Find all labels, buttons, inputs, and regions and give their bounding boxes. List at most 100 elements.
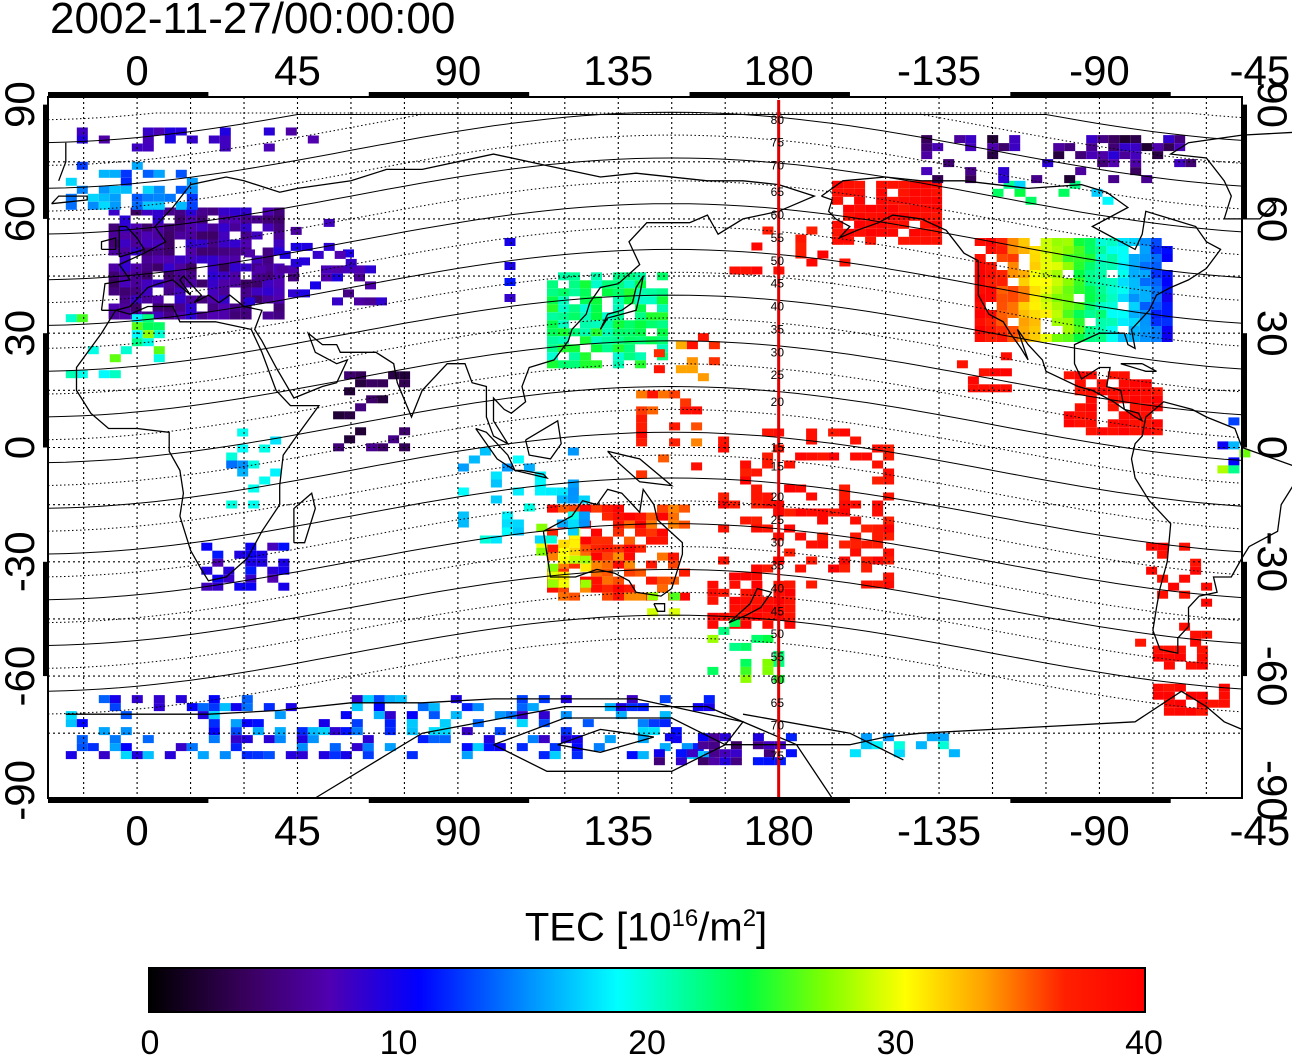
tec-cell <box>1190 631 1201 639</box>
tec-cell <box>219 248 230 256</box>
tec-cell <box>1096 278 1107 286</box>
tec-cell <box>975 334 986 342</box>
tec-cell <box>1108 159 1119 167</box>
tec-cell <box>286 751 297 759</box>
tec-cell <box>718 557 729 565</box>
tec-cell <box>1163 135 1174 143</box>
tec-cell <box>458 488 469 496</box>
tec-cell <box>197 240 208 248</box>
tec-cell <box>219 256 230 264</box>
tec-cell <box>872 445 883 453</box>
tec-cell <box>230 224 241 232</box>
tec-cell <box>131 288 142 296</box>
dip-label: 80 <box>771 113 785 127</box>
dip-label: 40 <box>771 300 785 314</box>
tec-cell <box>1219 692 1230 700</box>
tec-cell <box>718 445 729 453</box>
tec-cell <box>208 312 219 320</box>
tec-cell <box>731 757 742 765</box>
tec-cell <box>230 280 241 288</box>
tec-cell <box>1009 143 1020 151</box>
tec-cell <box>355 379 366 387</box>
tec-cell <box>635 545 646 553</box>
tec-cell <box>997 278 1008 286</box>
tec-cell <box>1052 318 1063 326</box>
tec-cell <box>784 485 795 493</box>
tec-cell <box>591 545 602 553</box>
tec-cell <box>332 273 343 281</box>
tec-cell <box>241 216 252 224</box>
tec-cell <box>806 581 817 589</box>
tec-cell <box>957 360 968 368</box>
tec-cell <box>175 232 186 240</box>
tec-cell <box>462 743 473 751</box>
tec-cell <box>729 597 740 605</box>
frame-stripe <box>43 333 48 447</box>
colorbar <box>148 967 1146 1013</box>
tec-cell <box>795 533 806 541</box>
tec-cell <box>1162 318 1173 326</box>
tec-cell <box>547 553 558 561</box>
tec-cell <box>861 525 872 533</box>
tec-cell <box>109 272 120 280</box>
tec-cell <box>458 512 469 520</box>
tec-cell <box>121 751 132 759</box>
tec-cell <box>1119 419 1130 427</box>
tec-cell <box>579 512 590 520</box>
lat-tick-left: -30 <box>0 531 43 592</box>
tec-cell <box>558 360 569 368</box>
tec-cell <box>784 605 795 613</box>
tec-cell <box>1118 270 1129 278</box>
lon-tick-bottom: 45 <box>274 807 321 854</box>
tec-cell <box>591 529 602 537</box>
tec-cell <box>839 565 850 573</box>
tec-cell <box>1074 262 1085 270</box>
tec-cell <box>762 429 773 437</box>
tec-cell <box>198 751 209 759</box>
tec-cell <box>230 272 241 280</box>
tec-cell <box>154 322 165 330</box>
tec-cell <box>1096 270 1107 278</box>
lat-tick-left: 30 <box>0 310 43 357</box>
tec-cell <box>624 553 635 561</box>
tec-cell <box>1164 654 1175 662</box>
tec-cell <box>505 278 516 286</box>
tec-cell <box>547 505 558 513</box>
tec-cell <box>698 373 709 381</box>
tec-cell <box>839 557 850 565</box>
tec-cell <box>740 517 751 525</box>
tec-cell <box>1174 159 1185 167</box>
tec-cell <box>931 189 942 197</box>
tec-cell <box>580 556 591 564</box>
tec-cell <box>751 469 762 477</box>
tec-cell <box>274 224 285 232</box>
tec-cell <box>88 202 99 210</box>
tec-cell <box>505 294 516 302</box>
tec-cell <box>569 360 580 368</box>
tec-cell <box>1208 700 1219 708</box>
frame-stripe <box>369 798 529 803</box>
tec-cell <box>883 533 894 541</box>
tec-cell <box>547 344 558 352</box>
tec-cell <box>242 695 253 703</box>
tec-cell <box>751 485 762 493</box>
tec-cell <box>646 561 657 569</box>
tec-cell <box>142 232 153 240</box>
tec-cell <box>143 330 154 338</box>
tec-cell <box>321 273 332 281</box>
colorbar-title: TEC [1016/m2] <box>0 905 1292 950</box>
tec-cell <box>986 294 997 302</box>
tec-cell <box>274 280 285 288</box>
tec-cell <box>580 564 591 572</box>
tec-cell <box>669 422 680 430</box>
tec-cell <box>1228 465 1239 473</box>
tec-cell <box>484 735 495 743</box>
tec-cell <box>591 561 602 569</box>
tec-cell <box>1052 238 1063 246</box>
tec-cell <box>1119 371 1130 379</box>
tec-cell <box>624 593 635 601</box>
tec-cell <box>1228 417 1239 425</box>
tec-cell <box>1108 143 1119 151</box>
tec-cell <box>209 136 220 144</box>
tec-cell <box>1118 254 1129 262</box>
